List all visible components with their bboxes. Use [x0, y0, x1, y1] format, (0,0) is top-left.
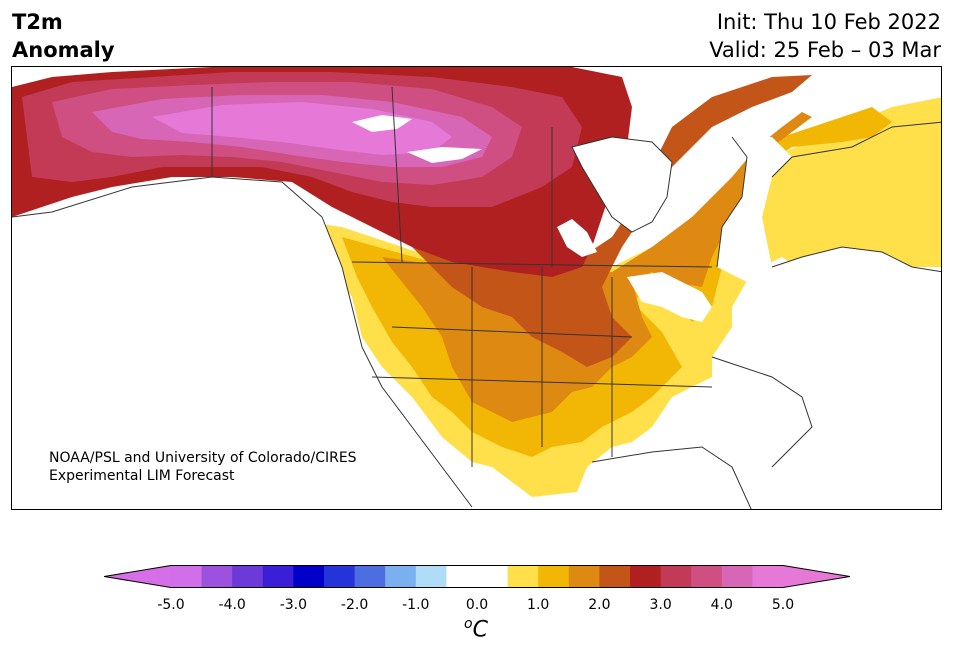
colorbar-cell — [477, 565, 509, 588]
map-svg — [12, 67, 941, 509]
colorbar-tick-label: -4.0 — [218, 597, 246, 613]
colorbar-cell — [446, 565, 478, 588]
anomaly-map — [11, 66, 942, 510]
colorbar-ticks: -5.0 -4.0 -3.0 -2.0 -1.0 0.0 1.0 2.0 3.0 4.0 5.0 — [0, 597, 953, 617]
colorbar-cell — [415, 565, 447, 588]
unit-celsius: C — [472, 617, 488, 643]
map-title: T2m Anomaly — [12, 8, 115, 64]
colorbar-tick-label: -5.0 — [157, 597, 185, 613]
colorbar-tick-label: 1.0 — [527, 597, 550, 613]
anomaly-zone-orange — [382, 112, 812, 422]
pacific-ocean — [12, 177, 471, 509]
colorbar-cell — [354, 565, 386, 588]
colorbar-tick-label: -3.0 — [279, 597, 308, 613]
colorbar-tick-label: 2.0 — [588, 597, 611, 613]
unit-degree: o — [464, 616, 473, 632]
colorbar-cell — [568, 565, 600, 588]
credit-line1: NOAA/PSL and University of Colorado/CIRE… — [49, 450, 357, 466]
anomaly-zone-violet — [152, 102, 452, 155]
credit-line2: Experimental LIM Forecast — [49, 468, 235, 484]
colorbar-tick-label: 3.0 — [649, 597, 672, 613]
colorbar-cell — [293, 565, 325, 588]
anomaly-zone-rust — [412, 75, 812, 367]
colorbar-cell — [752, 565, 784, 588]
forecast-dates: Init: Thu 10 Feb 2022 Valid: 25 Feb – 03… — [709, 8, 941, 64]
great-slave-lake — [407, 147, 482, 163]
lake-winnipeg — [557, 219, 597, 257]
great-bear-lake — [352, 115, 412, 132]
colorbar-cell — [630, 565, 662, 588]
colorbar-under-arrow — [104, 565, 171, 588]
colorbar-tick-label: -2.0 — [340, 597, 369, 613]
colorbar-cell — [507, 565, 539, 588]
hudson-bay — [572, 137, 672, 232]
colorbar-tick-label: -1.0 — [402, 597, 430, 613]
title-variable-sub: Anomaly — [12, 38, 115, 62]
colorbar-unit: oC — [464, 616, 488, 642]
colorbar-cell — [262, 565, 294, 588]
gulf-of-mexico — [572, 447, 752, 509]
colorbar-cell — [691, 565, 723, 588]
init-date: Init: Thu 10 Feb 2022 — [716, 10, 941, 34]
great-lakes — [627, 272, 712, 322]
colorbar-outline — [104, 565, 850, 588]
colorbar-cell — [538, 565, 570, 588]
colorbar-over-arrow — [783, 565, 850, 588]
colorbar-tick-label: 0.0 — [465, 597, 489, 613]
political-boundaries — [12, 86, 941, 509]
colorbar — [104, 565, 850, 588]
colorbar-cell — [721, 565, 753, 588]
valid-date: Valid: 25 Feb – 03 Mar — [709, 38, 941, 62]
colorbar-tick-label: 4.0 — [710, 597, 733, 613]
colorbar-cell — [385, 565, 417, 588]
colorbar-cell — [232, 565, 264, 588]
colorbar-cell — [201, 565, 233, 588]
colorbar-cell — [171, 565, 203, 588]
colorbar-cell — [324, 565, 356, 588]
credit-text: NOAA/PSL and University of Colorado/CIRE… — [49, 449, 357, 485]
title-variable: T2m — [12, 10, 63, 34]
colorbar-cells — [171, 565, 784, 588]
colorbar-cell — [599, 565, 631, 588]
colorbar-tick-label: 5.0 — [771, 597, 795, 613]
anomaly-zone-white-east — [702, 137, 941, 507]
colorbar-cell — [660, 565, 692, 588]
